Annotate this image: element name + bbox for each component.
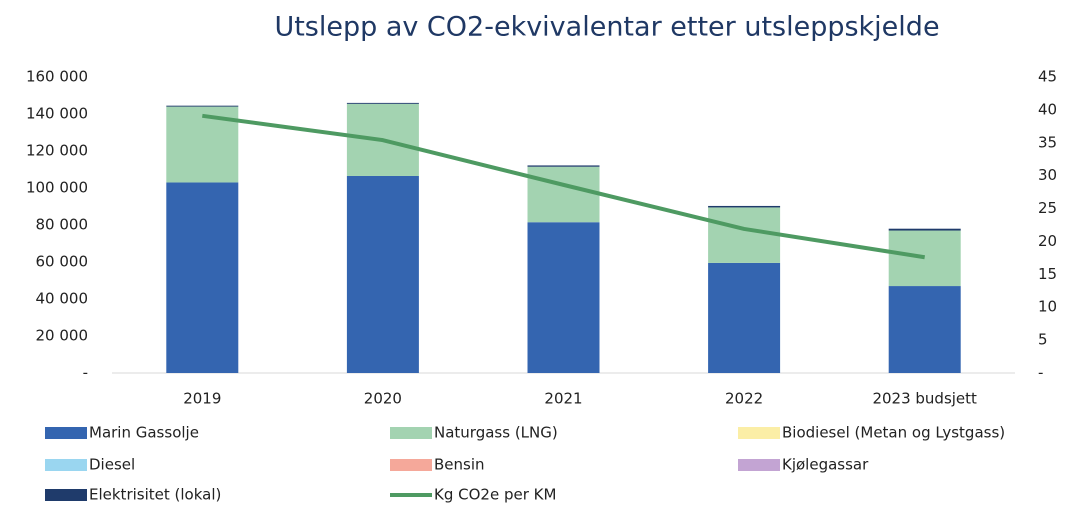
- bar-segment: [166, 182, 239, 373]
- y-tick-label: 120 000: [26, 142, 88, 160]
- bar-segment: [708, 205, 781, 208]
- legend-swatch: [738, 459, 780, 471]
- x-tick-label: 2023 budsjett: [872, 390, 977, 408]
- legend-label: Elektrisitet (lokal): [89, 486, 221, 504]
- legend-swatch: [45, 489, 87, 501]
- y-tick-label: 80 000: [36, 216, 89, 234]
- legend-label: Biodiesel (Metan og Lystgass): [782, 424, 1005, 442]
- y2-tick-label: 5: [1038, 331, 1048, 349]
- bar-segment: [166, 105, 239, 107]
- y-tick-label: 40 000: [36, 290, 89, 308]
- bar-segment: [527, 165, 600, 167]
- legend-label: Kjølegassar: [782, 456, 869, 474]
- chart-title: Utslepp av CO2-ekvivalentar etter utslep…: [274, 12, 939, 43]
- y2-tick-label: 45: [1038, 68, 1057, 86]
- x-tick-label: 2019: [183, 390, 221, 408]
- bar-segment: [888, 230, 961, 287]
- legend-swatch: [45, 459, 87, 471]
- legend-label: Bensin: [434, 456, 485, 474]
- bar-segment: [346, 102, 419, 104]
- legend-swatch: [738, 427, 780, 439]
- y-tick-label: 160 000: [26, 68, 88, 86]
- legend-swatch: [45, 427, 87, 439]
- y2-tick-label: 15: [1038, 265, 1057, 283]
- bar-segment: [527, 222, 600, 373]
- y-tick-label: 60 000: [36, 253, 89, 271]
- legend-swatch: [390, 459, 432, 471]
- y-tick-label: 20 000: [36, 327, 89, 345]
- legend-label: Naturgass (LNG): [434, 424, 558, 442]
- y2-tick-label: 30: [1038, 166, 1057, 184]
- bar-segment: [527, 166, 600, 223]
- y2-tick-label: -: [1038, 364, 1043, 382]
- bar-segment: [888, 228, 961, 231]
- bar-segment: [346, 175, 419, 373]
- y-tick-label: -: [83, 364, 88, 382]
- legend-label: Kg CO2e per KM: [434, 486, 556, 504]
- bar-segment: [708, 262, 781, 373]
- y2-tick-label: 20: [1038, 232, 1057, 250]
- y-tick-label: 100 000: [26, 179, 88, 197]
- x-tick-label: 2020: [364, 390, 402, 408]
- legend-label: Diesel: [89, 456, 135, 474]
- y2-tick-label: 35: [1038, 133, 1057, 151]
- legend-label: Marin Gassolje: [89, 424, 199, 442]
- y2-tick-label: 40: [1038, 100, 1057, 118]
- legend-swatch: [390, 427, 432, 439]
- x-tick-label: 2022: [725, 390, 763, 408]
- line-series: [202, 113, 926, 260]
- x-tick-label: 2021: [544, 390, 582, 408]
- bar-segment: [888, 286, 961, 373]
- y2-tick-label: 25: [1038, 199, 1057, 217]
- y-tick-label: 140 000: [26, 105, 88, 123]
- bar-segment: [708, 207, 781, 263]
- y2-tick-label: 10: [1038, 298, 1057, 316]
